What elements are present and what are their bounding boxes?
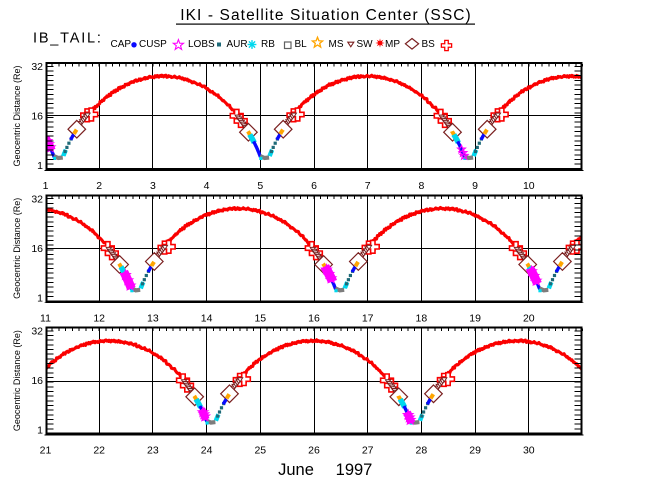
svg-text:IB_TAIL:: IB_TAIL: (33, 31, 103, 47)
svg-text:10: 10 (523, 180, 535, 192)
svg-text:16: 16 (31, 243, 43, 255)
svg-text:3: 3 (150, 180, 156, 192)
svg-text:1: 1 (43, 180, 49, 192)
svg-text:6: 6 (311, 180, 317, 192)
svg-text:16: 16 (31, 111, 43, 123)
svg-text:4: 4 (204, 180, 210, 192)
svg-text:11: 11 (40, 312, 51, 324)
svg-text:1: 1 (37, 425, 43, 437)
svg-text:28: 28 (416, 445, 428, 457)
svg-text:BS: BS (422, 39, 436, 50)
svg-text:7: 7 (365, 180, 371, 192)
svg-text:30: 30 (523, 445, 535, 457)
svg-text:CUSP: CUSP (139, 39, 167, 50)
svg-text:1: 1 (37, 160, 43, 172)
svg-text:32: 32 (31, 326, 43, 338)
svg-text:Geocentric Distance (Re): Geocentric Distance (Re) (12, 198, 22, 299)
svg-text:LOBS: LOBS (188, 39, 215, 50)
svg-text:20: 20 (523, 312, 535, 324)
svg-text:MP: MP (385, 39, 400, 50)
svg-text:26: 26 (308, 445, 320, 457)
svg-text:16: 16 (31, 375, 43, 387)
svg-text:14: 14 (201, 312, 213, 324)
svg-text:9: 9 (472, 180, 478, 192)
svg-text:23: 23 (147, 445, 159, 457)
svg-text:12: 12 (93, 312, 105, 324)
svg-text:BL: BL (295, 39, 308, 50)
svg-text:19: 19 (469, 312, 481, 324)
svg-text:RB: RB (261, 39, 275, 50)
svg-text:29: 29 (469, 445, 481, 457)
svg-text:25: 25 (254, 445, 266, 457)
svg-text:1: 1 (37, 292, 43, 304)
svg-text:21: 21 (40, 445, 52, 457)
svg-text:Geocentric Distance (Re): Geocentric Distance (Re) (12, 330, 22, 431)
svg-text:22: 22 (93, 445, 105, 457)
svg-text:27: 27 (362, 445, 374, 457)
svg-text:Geocentric Distance (Re): Geocentric Distance (Re) (12, 65, 22, 166)
svg-text:IKI - Satellite Situation Cent: IKI - Satellite Situation Center (SSC) (180, 7, 472, 24)
svg-text:18: 18 (416, 312, 428, 324)
svg-text:SW: SW (357, 39, 374, 50)
svg-text:32: 32 (31, 193, 43, 205)
svg-text:15: 15 (254, 312, 266, 324)
svg-text:CAP: CAP (111, 39, 132, 50)
svg-text:1997: 1997 (336, 461, 373, 479)
svg-text:24: 24 (201, 445, 213, 457)
svg-text:2: 2 (96, 180, 102, 192)
svg-text:13: 13 (147, 312, 159, 324)
svg-text:32: 32 (31, 61, 43, 73)
svg-text:AUR: AUR (227, 39, 248, 50)
svg-text:June: June (278, 461, 314, 479)
svg-text:8: 8 (418, 180, 424, 192)
svg-text:16: 16 (308, 312, 320, 324)
svg-text:17: 17 (362, 312, 374, 324)
svg-text:MS: MS (329, 39, 344, 50)
svg-text:5: 5 (257, 180, 263, 192)
